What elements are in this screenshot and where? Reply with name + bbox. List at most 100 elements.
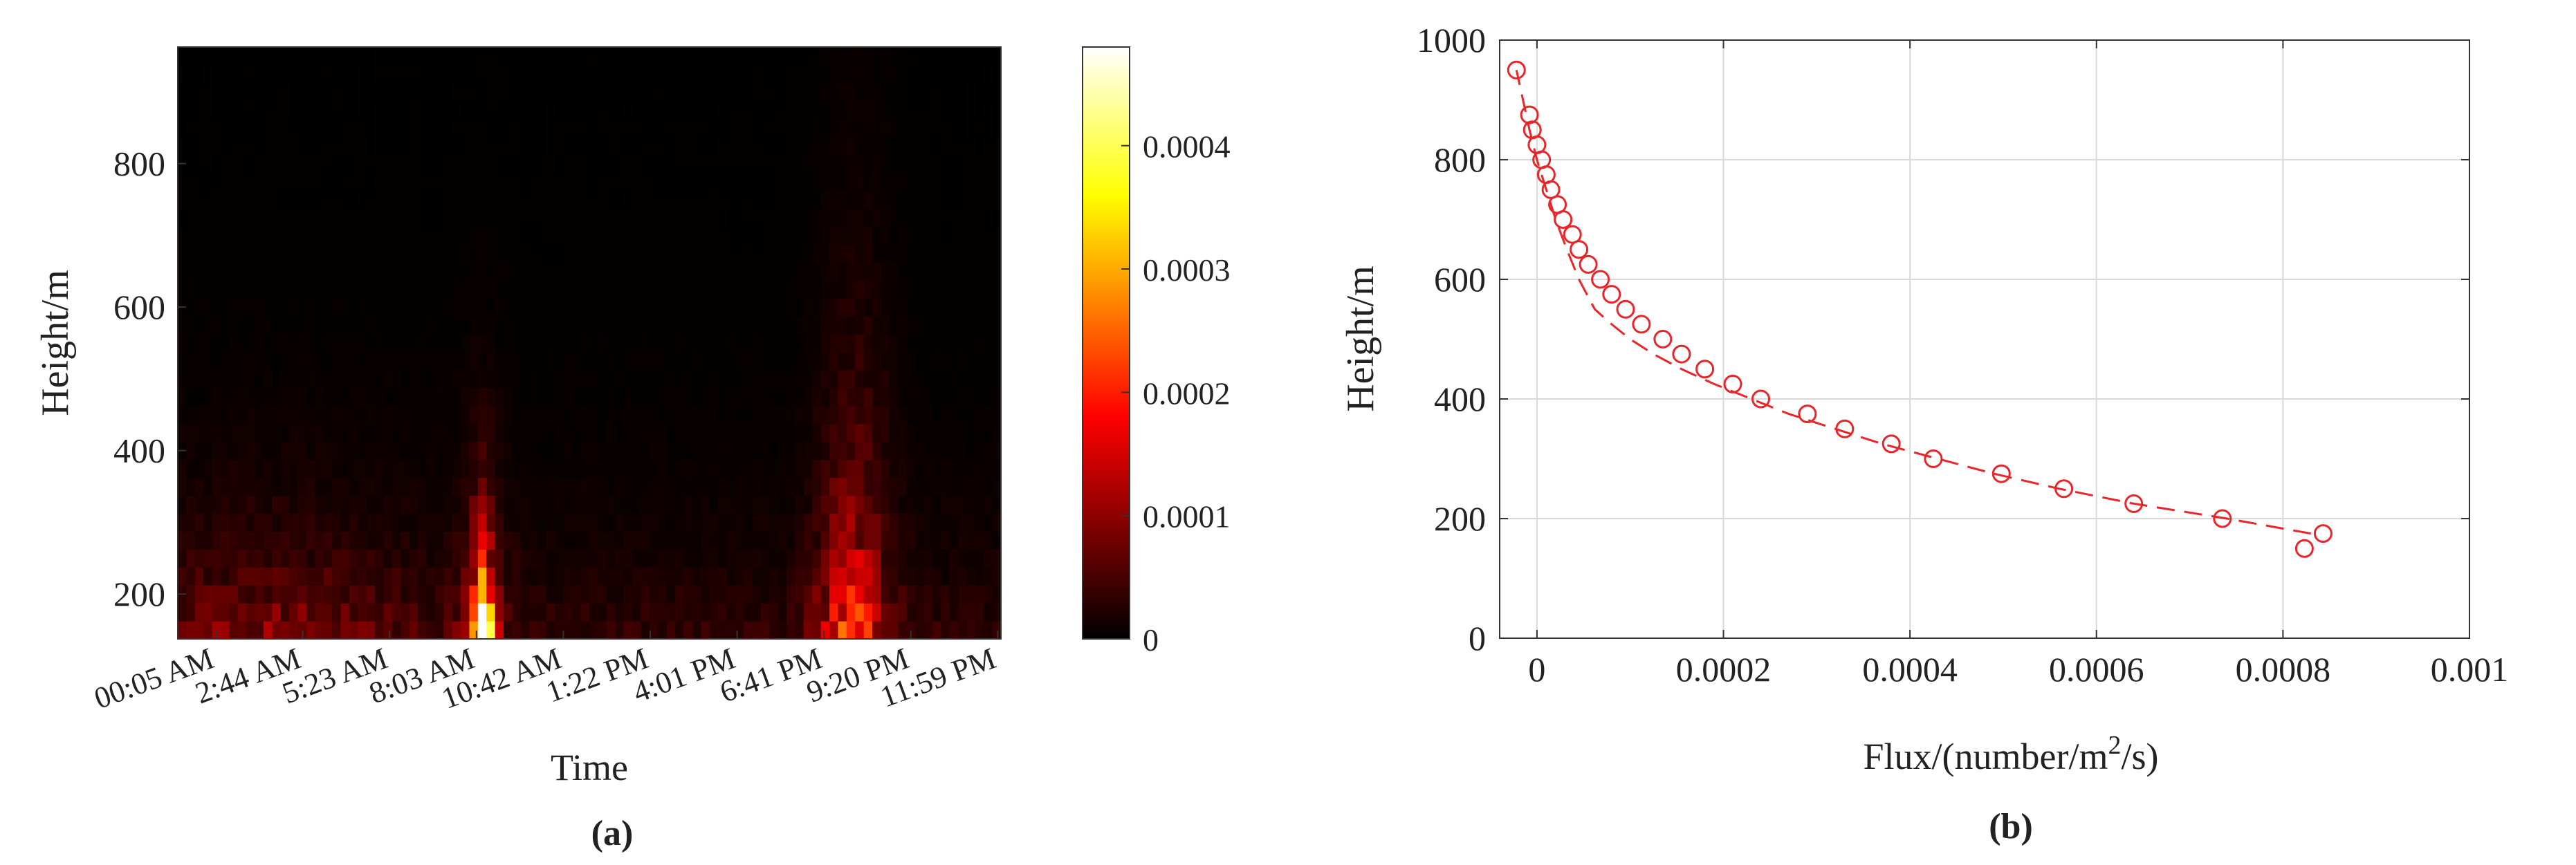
heatmap-cell [452, 369, 461, 389]
heatmap-cell [546, 513, 556, 532]
heatmap-cell [580, 262, 590, 281]
heatmap-cell [915, 154, 925, 174]
heatmap-cell [297, 154, 307, 174]
heatmap-cell [332, 405, 342, 425]
heatmap-cell [717, 603, 727, 622]
heatmap-cell [692, 621, 701, 640]
heatmap-cell [992, 495, 1002, 514]
heatmap-cell [846, 154, 856, 174]
heatmap-cell [778, 495, 787, 514]
heatmap-cell [872, 298, 882, 317]
heatmap-cell [692, 262, 701, 281]
heatmap-cell [366, 298, 376, 317]
heatmap-cell [512, 441, 522, 461]
heatmap-cell [752, 334, 762, 353]
heatmap-cell [786, 100, 796, 120]
heatmap-cell [984, 405, 993, 425]
heatmap-cell [366, 262, 376, 281]
heatmap-cell [726, 459, 736, 478]
heatmap-cell [752, 82, 762, 102]
heatmap-cell [504, 47, 513, 66]
heatmap-cell [220, 82, 230, 102]
heatmap-cell [949, 244, 959, 263]
heatmap-cell [623, 64, 633, 84]
heatmap-cell [220, 100, 230, 120]
heatmap-cell [263, 172, 273, 192]
heatmap-cell [512, 244, 522, 263]
heatmap-cell [632, 549, 641, 568]
heatmap-cell [486, 154, 496, 174]
heatmap-cell [383, 208, 393, 227]
heatmap-cell [443, 334, 453, 353]
heatmap-cell [443, 549, 453, 568]
heatmap-cell [186, 603, 196, 622]
heatmap-cell [434, 334, 444, 353]
heatmap-cell [409, 567, 418, 586]
heatmap-cell [563, 136, 573, 156]
heatmap-cell [606, 369, 616, 389]
heatmap-cell [229, 387, 239, 407]
heatmap-cell [906, 244, 916, 263]
heatmap-cell [615, 603, 625, 622]
heatmap-cell [178, 334, 187, 353]
heatmap-cell [726, 64, 736, 84]
heatmap-cells [178, 47, 1002, 640]
heatmap-y-tick-label: 800 [113, 145, 165, 183]
heatmap-cell [186, 369, 196, 389]
heatmap-cell [375, 531, 385, 550]
heatmap-cell [392, 603, 401, 622]
heatmap-cell [606, 621, 616, 640]
heatmap-cell [683, 459, 693, 478]
heatmap-cell [598, 423, 607, 443]
heatmap-cell [812, 208, 822, 227]
heatmap-cell [263, 387, 273, 407]
heatmap-cell [649, 82, 659, 102]
heatmap-cell [674, 298, 684, 317]
heatmap-cell [349, 567, 358, 586]
heatmap-cell [469, 585, 479, 604]
heatmap-cell [632, 531, 641, 550]
heatmap-cell [881, 82, 890, 102]
heatmap-cell [683, 100, 693, 120]
heatmap-cell [717, 226, 727, 245]
heatmap-y-tick-label: 400 [113, 431, 165, 470]
heatmap-cell [263, 549, 273, 568]
heatmap-cell [744, 262, 753, 281]
heatmap-cell [641, 118, 650, 138]
heatmap-cell [512, 118, 522, 138]
heatmap-cell [512, 82, 522, 102]
heatmap-cell [452, 280, 461, 299]
heatmap-cell [726, 262, 736, 281]
heatmap-cell [529, 441, 539, 461]
heatmap-cell [443, 100, 453, 120]
heatmap-cell [469, 603, 479, 622]
heatmap-cell [829, 441, 839, 461]
heatmap-cell [992, 82, 1002, 102]
heatmap-cell [349, 423, 358, 443]
heatmap-cell [203, 154, 213, 174]
heatmap-cell [803, 316, 813, 335]
heatmap-cell [649, 477, 659, 496]
heatmap-cell [701, 603, 710, 622]
heatmap-cell [409, 244, 418, 263]
flux-data-point [1672, 344, 1691, 364]
heatmap-cell [641, 351, 650, 371]
heatmap-cell [829, 423, 839, 443]
heatmap-cell [306, 585, 315, 604]
heatmap-cell [178, 459, 187, 478]
heatmap-cell [469, 441, 479, 461]
heatmap-cell [563, 262, 573, 281]
heatmap-cell [434, 47, 444, 66]
heatmap-cell [898, 585, 908, 604]
heatmap-cell [332, 172, 342, 192]
heatmap-cell [280, 136, 290, 156]
heatmap-cell [401, 477, 410, 496]
heatmap-cell [923, 334, 933, 353]
heatmap-cell [829, 244, 839, 263]
heatmap-cell [229, 405, 239, 425]
heatmap-cell [297, 567, 307, 586]
heatmap-cell [984, 531, 993, 550]
heatmap-cell [212, 549, 221, 568]
heatmap-cell [606, 585, 616, 604]
heatmap-cell [529, 621, 539, 640]
